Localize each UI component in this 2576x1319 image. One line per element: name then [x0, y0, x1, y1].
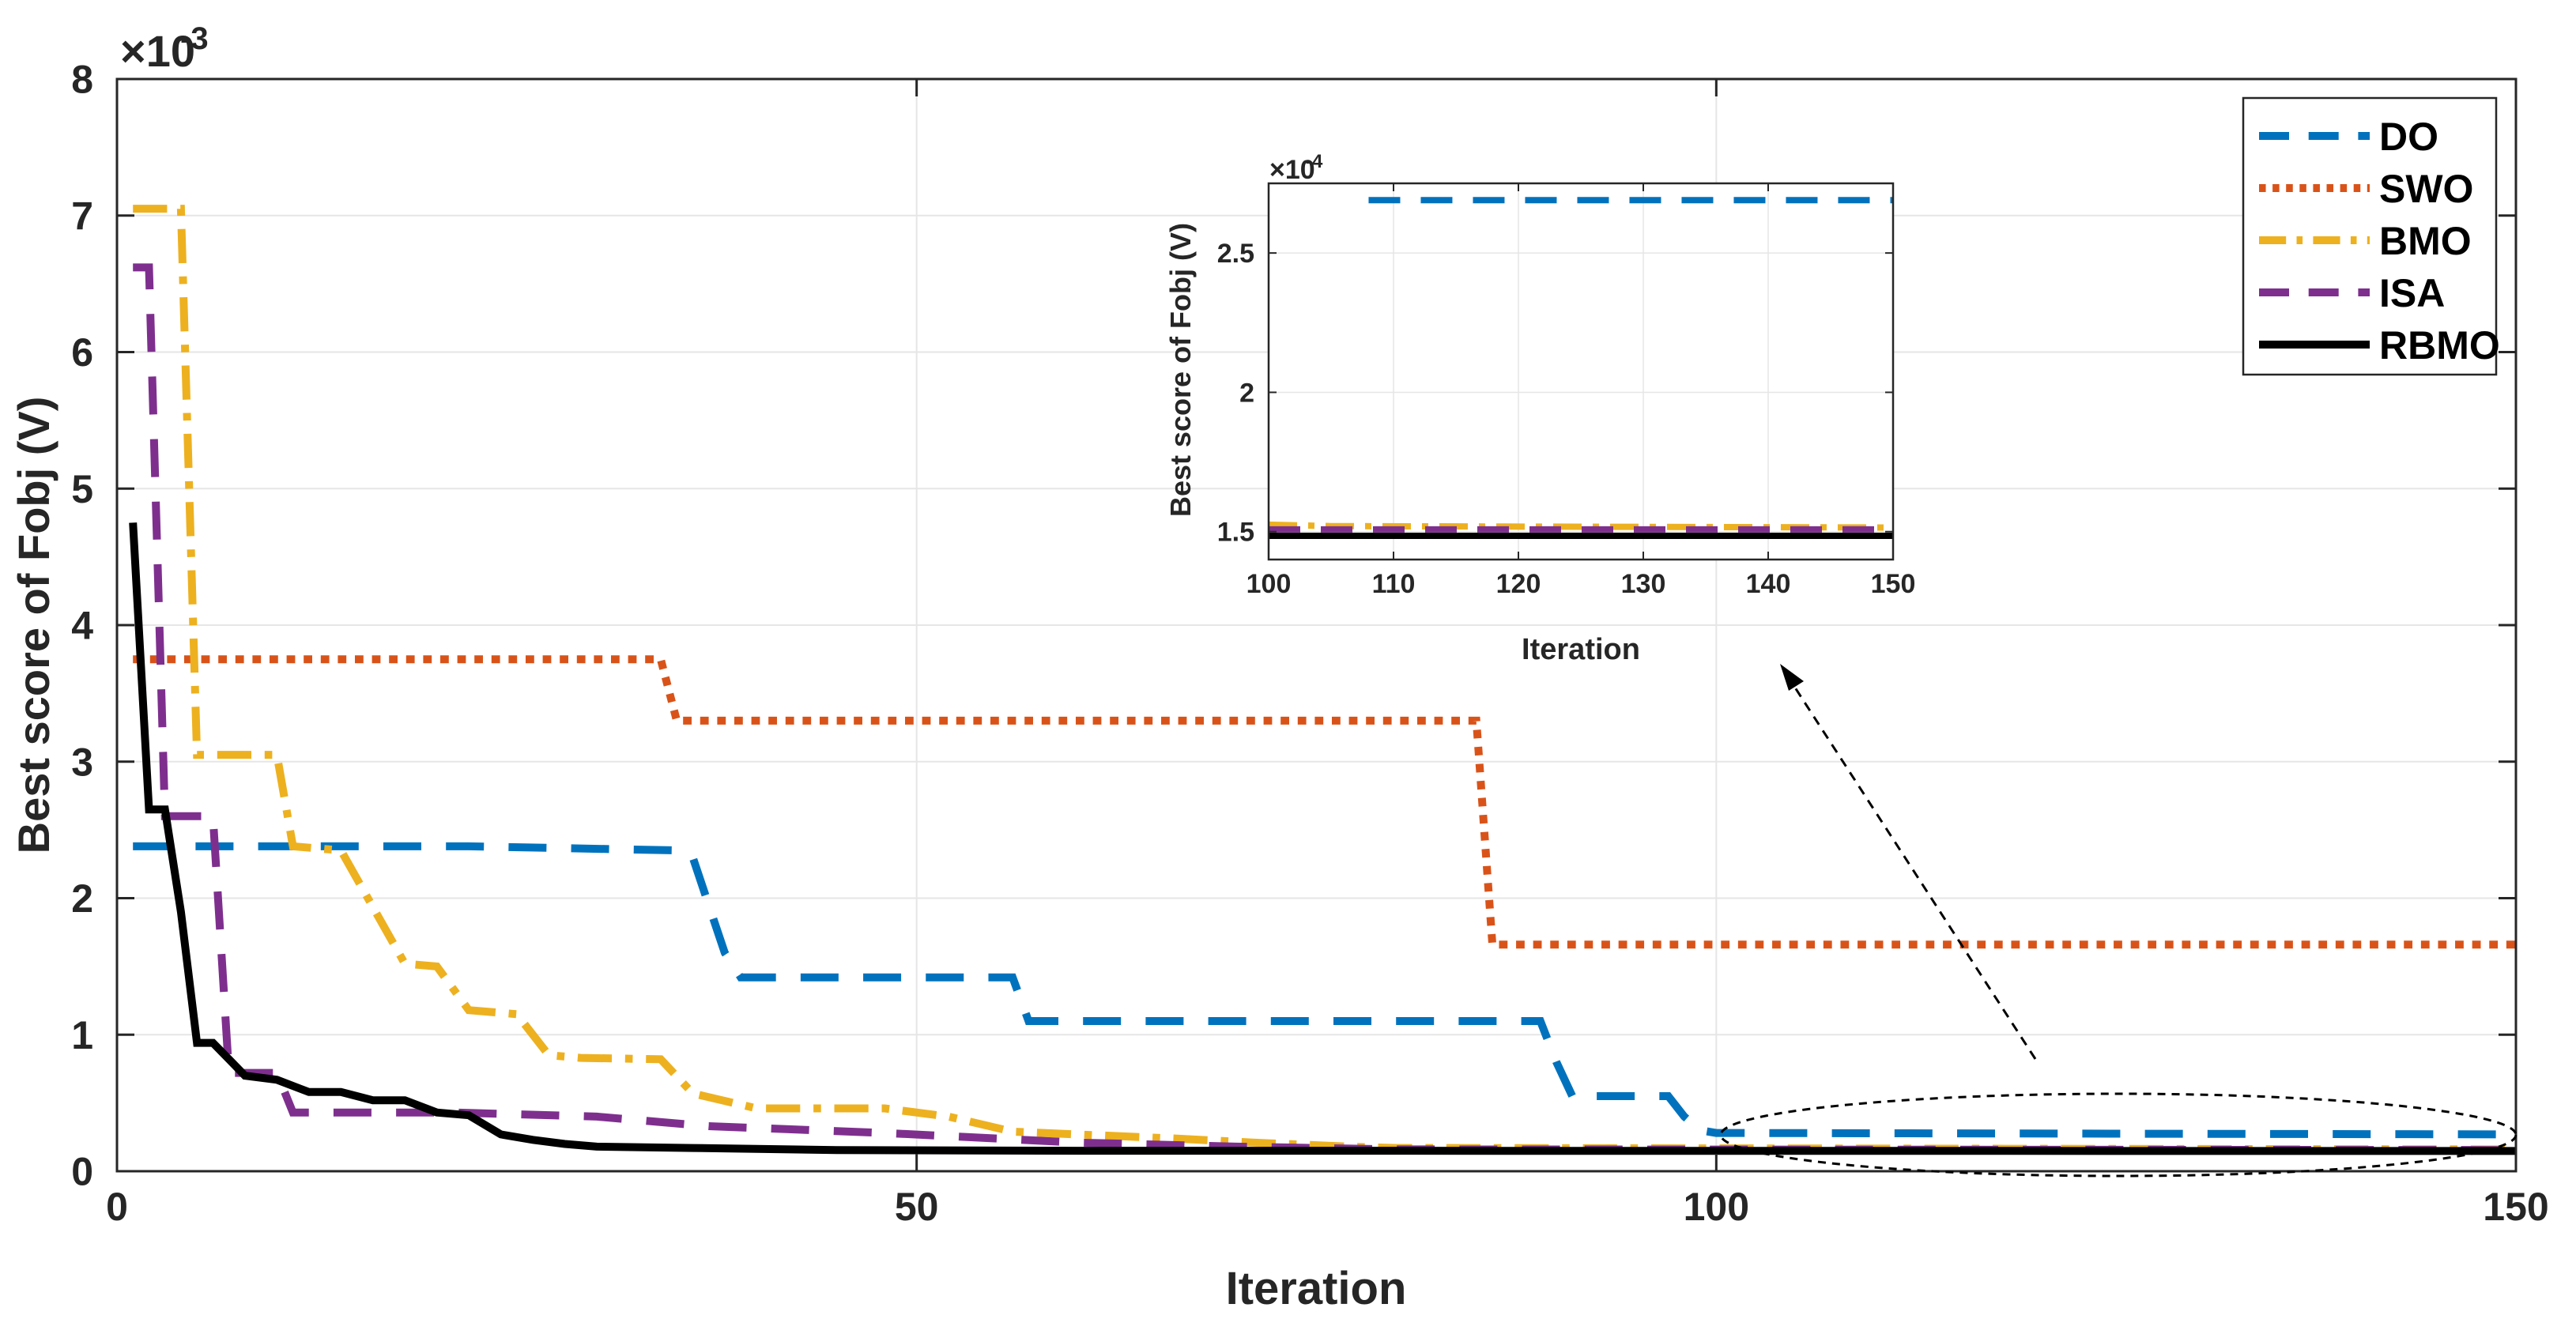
y-tick-label: 6 — [71, 330, 93, 375]
x-tick-label: 50 — [895, 1185, 939, 1229]
y-tick-label: 2 — [1239, 378, 1254, 408]
y-tick-label: 7 — [71, 194, 93, 238]
main-y-exponent-power: -3 — [180, 21, 209, 56]
inset-ticks: 100 110 120 130 140 150 1.5 2 2.5 — [1217, 183, 1916, 599]
inset-y-axis-title: Best score of Fobj (V) — [1164, 223, 1197, 517]
series-line-rbmo — [129, 522, 2516, 1155]
y-tick-label: 3 — [71, 740, 93, 784]
zoom-arrow-head — [1780, 664, 1804, 691]
inset-plot-area — [1269, 183, 1893, 560]
legend-label-do: DO — [2379, 115, 2438, 159]
x-tick-label: 130 — [1621, 569, 1666, 599]
y-tick-label: 2.5 — [1217, 239, 1254, 269]
series-line-do — [1357, 183, 1893, 204]
inset-plot-border — [1267, 182, 1895, 561]
y-tick-label: 5 — [71, 467, 93, 511]
main-y-exponent-base: ×10 — [120, 26, 195, 76]
x-tick-label: 120 — [1496, 569, 1541, 599]
main-x-axis-title: Iteration — [1226, 1263, 1407, 1314]
x-tick-label: 150 — [2483, 1185, 2548, 1229]
legend-label-rbmo: RBMO — [2379, 323, 2500, 367]
main-grid — [117, 79, 2516, 1171]
x-tick-label: 140 — [1746, 569, 1791, 599]
main-ticks: 0 50 100 150 0 1 2 3 4 5 6 7 8 — [71, 58, 2549, 1230]
series-line-bmo — [133, 205, 2516, 1154]
y-tick-label: 8 — [71, 58, 93, 102]
inset-x-axis-title: Iteration — [1522, 633, 1640, 666]
main-y-axis-title: Best score of Fobj (V) — [9, 397, 58, 854]
legend-label-bmo: BMO — [2379, 219, 2472, 263]
x-tick-label: 150 — [1871, 569, 1916, 599]
series-line-swo — [133, 655, 2516, 949]
x-tick-label: 110 — [1372, 569, 1416, 599]
series-line-isa — [133, 263, 2516, 1155]
y-tick-label: 4 — [71, 604, 93, 648]
x-tick-label: 0 — [106, 1185, 128, 1229]
zoom-arrow-line — [1783, 671, 2037, 1060]
zoom-ellipse — [1719, 1092, 2518, 1178]
legend-label-isa: ISA — [2379, 271, 2445, 315]
y-tick-label: 2 — [71, 876, 93, 921]
y-tick-label: 1.5 — [1217, 518, 1254, 548]
inset-series — [1269, 183, 1893, 539]
legend: DO SWO BMO ISA RBMO — [2242, 96, 2500, 376]
inset-grid — [1269, 183, 1893, 560]
series-line-bmo — [1269, 521, 1893, 531]
legend-items: DO SWO BMO ISA RBMO — [2259, 115, 2500, 367]
main-series — [129, 205, 2516, 1155]
y-tick-label: 0 — [71, 1150, 93, 1194]
inset-y-exponent-power: -4 — [1306, 151, 1323, 172]
series-line-do — [133, 842, 2516, 1139]
x-tick-label: 100 — [1247, 569, 1292, 599]
x-tick-label: 100 — [1684, 1185, 1749, 1229]
inset-y-exponent-base: ×10 — [1269, 155, 1315, 185]
zoom-annotation — [1719, 664, 2518, 1178]
y-tick-label: 1 — [71, 1013, 93, 1057]
legend-label-swo: SWO — [2379, 167, 2473, 211]
inset-plot: 100 110 120 130 140 150 1.5 2 2.5 ×10 -4 Iterati… — [1164, 151, 1915, 666]
